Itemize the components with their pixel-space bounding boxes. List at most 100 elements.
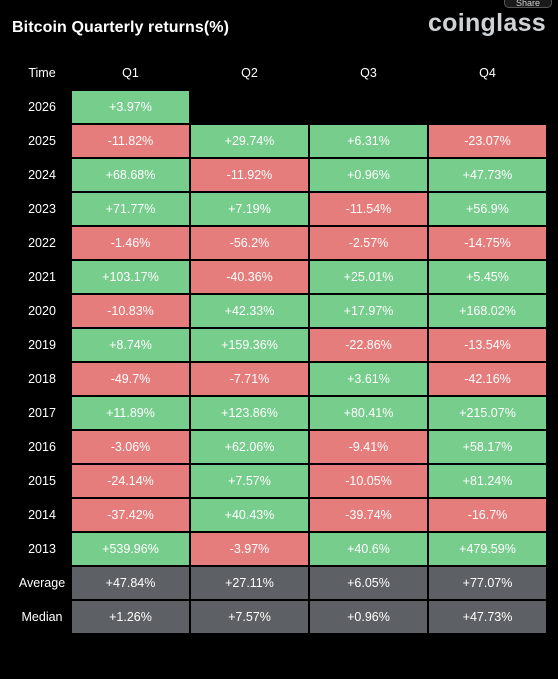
positive-return-cell: +80.41% — [310, 397, 427, 429]
summary-cell: +27.11% — [191, 567, 308, 599]
summary-row: Average +47.84% +27.11% +6.05% +77.07% — [14, 567, 546, 599]
year-label: 2016 — [28, 440, 56, 454]
column-header-q3: Q3 — [360, 66, 377, 80]
summary-label: Median — [21, 610, 63, 624]
positive-return-cell: +68.68% — [72, 159, 189, 191]
summary-cell: +7.57% — [191, 601, 308, 633]
positive-return-cell: +47.73% — [429, 159, 546, 191]
table-row: 2022 -1.46% -56.2% -2.57% -14.75% — [14, 227, 546, 259]
table-row: 2019 +8.74% +159.36% -22.86% -13.54% — [14, 329, 546, 361]
column-header-q1: Q1 — [122, 66, 139, 80]
summary-cell: +47.84% — [72, 567, 189, 599]
empty-cell — [310, 91, 427, 123]
positive-return-cell: +58.17% — [429, 431, 546, 463]
negative-return-cell: -23.07% — [429, 125, 546, 157]
negative-return-cell: -24.14% — [72, 465, 189, 497]
summary-cell: +77.07% — [429, 567, 546, 599]
positive-return-cell: +7.19% — [191, 193, 308, 225]
positive-return-cell: +40.43% — [191, 499, 308, 531]
table-row: 2017 +11.89% +123.86% +80.41% +215.07% — [14, 397, 546, 429]
positive-return-cell: +29.74% — [191, 125, 308, 157]
empty-cell — [429, 91, 546, 123]
summary-label: Average — [18, 576, 66, 590]
negative-return-cell: -42.16% — [429, 363, 546, 395]
negative-return-cell: -49.7% — [72, 363, 189, 395]
share-button[interactable]: Share — [504, 0, 552, 8]
negative-return-cell: -37.42% — [72, 499, 189, 531]
negative-return-cell: -3.06% — [72, 431, 189, 463]
page-title: Bitcoin Quarterly returns(%) — [12, 19, 230, 36]
positive-return-cell: +81.24% — [429, 465, 546, 497]
year-label: 2019 — [28, 338, 56, 352]
negative-return-cell: -11.92% — [191, 159, 308, 191]
negative-return-cell: -14.75% — [429, 227, 546, 259]
year-label: 2025 — [28, 134, 56, 148]
positive-return-cell: +0.96% — [310, 159, 427, 191]
positive-return-cell: +3.61% — [310, 363, 427, 395]
year-label: 2026 — [28, 100, 56, 114]
brand-logo: coinglass — [427, 9, 546, 37]
column-header-time: Time — [28, 66, 56, 80]
positive-return-cell: +539.96% — [72, 533, 189, 565]
column-header-q4: Q4 — [479, 66, 496, 80]
positive-return-cell: +7.57% — [191, 465, 308, 497]
table-row: 2015 -24.14% +7.57% -10.05% +81.24% — [14, 465, 546, 497]
table-row: 2014 -37.42% +40.43% -39.74% -16.7% — [14, 499, 546, 531]
table-row: 2026 +3.97% — [14, 91, 546, 123]
table-row: 2013 +539.96% -3.97% +40.6% +479.59% — [14, 533, 546, 565]
positive-return-cell: +11.89% — [72, 397, 189, 429]
positive-return-cell: +168.02% — [429, 295, 546, 327]
positive-return-cell: +159.36% — [191, 329, 308, 361]
positive-return-cell: +215.07% — [429, 397, 546, 429]
negative-return-cell: -3.97% — [191, 533, 308, 565]
empty-cell — [191, 91, 308, 123]
table-row: 2018 -49.7% -7.71% +3.61% -42.16% — [14, 363, 546, 395]
year-label: 2023 — [28, 202, 56, 216]
year-label: 2013 — [28, 542, 56, 556]
negative-return-cell: -39.74% — [310, 499, 427, 531]
year-label: 2020 — [28, 304, 56, 318]
summary-cell: +1.26% — [72, 601, 189, 633]
table-row: 2025 -11.82% +29.74% +6.31% -23.07% — [14, 125, 546, 157]
year-label: 2021 — [28, 270, 56, 284]
year-label: 2024 — [28, 168, 56, 182]
year-label: 2014 — [28, 508, 56, 522]
positive-return-cell: +62.06% — [191, 431, 308, 463]
header: Bitcoin Quarterly returns(%) coinglass — [0, 0, 558, 56]
negative-return-cell: -10.83% — [72, 295, 189, 327]
year-label: 2015 — [28, 474, 56, 488]
negative-return-cell: -1.46% — [72, 227, 189, 259]
negative-return-cell: -11.54% — [310, 193, 427, 225]
positive-return-cell: +6.31% — [310, 125, 427, 157]
negative-return-cell: -7.71% — [191, 363, 308, 395]
positive-return-cell: +5.45% — [429, 261, 546, 293]
positive-return-cell: +40.6% — [310, 533, 427, 565]
table-row: 2021 +103.17% -40.36% +25.01% +5.45% — [14, 261, 546, 293]
header-row: Time Q1 Q2 Q3 Q4 — [14, 57, 546, 89]
year-label: 2017 — [28, 406, 56, 420]
positive-return-cell: +25.01% — [310, 261, 427, 293]
positive-return-cell: +71.77% — [72, 193, 189, 225]
positive-return-cell: +17.97% — [310, 295, 427, 327]
returns-table: Time Q1 Q2 Q3 Q4 2026 +3.97% 2025 -11.82% +2… — [12, 55, 548, 635]
negative-return-cell: -16.7% — [429, 499, 546, 531]
summary-cell: +0.96% — [310, 601, 427, 633]
positive-return-cell: +56.9% — [429, 193, 546, 225]
positive-return-cell: +479.59% — [429, 533, 546, 565]
negative-return-cell: -11.82% — [72, 125, 189, 157]
negative-return-cell: -56.2% — [191, 227, 308, 259]
table-row: 2020 -10.83% +42.33% +17.97% +168.02% — [14, 295, 546, 327]
positive-return-cell: +103.17% — [72, 261, 189, 293]
column-header-q2: Q2 — [241, 66, 258, 80]
year-label: 2018 — [28, 372, 56, 386]
table-row: 2024 +68.68% -11.92% +0.96% +47.73% — [14, 159, 546, 191]
summary-row: Median +1.26% +7.57% +0.96% +47.73% — [14, 601, 546, 633]
summary-cell: +47.73% — [429, 601, 546, 633]
positive-return-cell: +123.86% — [191, 397, 308, 429]
negative-return-cell: -10.05% — [310, 465, 427, 497]
negative-return-cell: -40.36% — [191, 261, 308, 293]
table-body: 2026 +3.97% 2025 -11.82% +29.74% +6.31% -23.07… — [14, 91, 546, 633]
positive-return-cell: +8.74% — [72, 329, 189, 361]
positive-return-cell: +42.33% — [191, 295, 308, 327]
positive-return-cell: +3.97% — [72, 91, 189, 123]
